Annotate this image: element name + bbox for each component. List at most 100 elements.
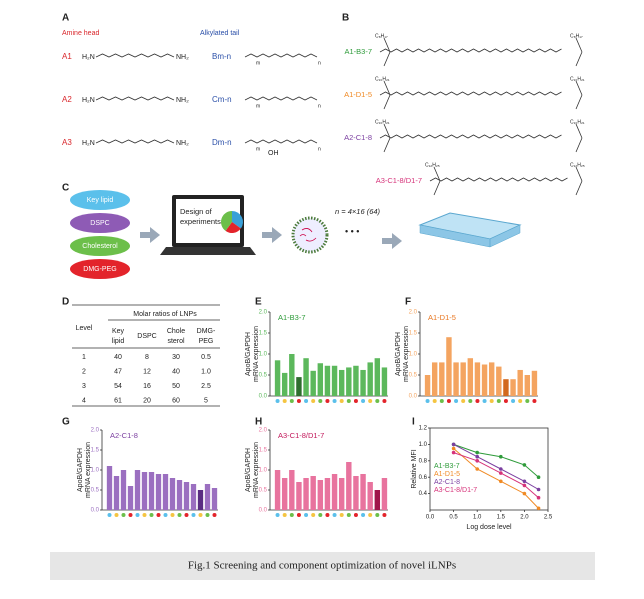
caption: Fig.1 Screening and component optimizati… [188, 560, 456, 572]
lipid-label: Cholesterol [82, 243, 118, 250]
column-header: lipid [112, 338, 125, 345]
level-dot [296, 513, 301, 517]
level-dot [361, 399, 366, 403]
pie-slice [225, 222, 241, 234]
bar [453, 362, 459, 396]
bar [289, 470, 295, 510]
level-dot [461, 399, 466, 403]
atom: H₂N [82, 97, 95, 104]
y-tick-label: 1.0 [409, 352, 418, 358]
bar [274, 470, 281, 510]
subscript: n [318, 146, 321, 152]
bar [431, 362, 438, 396]
bar [346, 462, 352, 510]
point [499, 479, 503, 484]
bar [439, 362, 445, 396]
level-dot [503, 399, 508, 403]
bar [310, 370, 316, 396]
y-tick-label: 0.0 [259, 508, 268, 514]
cell: 30 [172, 354, 180, 361]
point [536, 475, 541, 480]
bar [317, 480, 324, 510]
cell: 40 [172, 368, 180, 375]
level-dot [282, 399, 287, 403]
bar [296, 377, 302, 396]
panel-label: H [255, 417, 262, 428]
atom: NH₂ [176, 97, 189, 104]
design-label: Design of [180, 207, 213, 216]
bar [176, 480, 183, 510]
level-dot [368, 399, 373, 403]
bar [274, 360, 281, 396]
arrow [262, 227, 282, 243]
tail-name: Dm-n [212, 138, 232, 147]
bond [379, 91, 562, 96]
level-dot [212, 513, 217, 517]
bar [331, 365, 338, 396]
bar [331, 474, 338, 510]
caption-box [50, 552, 595, 580]
y-tick-label: 0.5 [409, 373, 418, 379]
bar [169, 478, 176, 510]
design-label: experiments [180, 217, 221, 226]
cell: 20 [143, 397, 151, 404]
level-dot [475, 399, 480, 403]
lipid-label: DMG-PEG [83, 266, 116, 273]
bar [303, 478, 309, 510]
bar [531, 370, 538, 396]
panel-label: D [62, 297, 69, 308]
panel-label: F [405, 297, 411, 308]
level-dot [375, 513, 380, 517]
lipid-ellipse [70, 213, 130, 233]
point [522, 479, 527, 484]
pie-slice [232, 211, 243, 229]
panel-label: A [62, 13, 69, 24]
level-dot [163, 513, 168, 517]
level-dot [107, 513, 112, 517]
bond [383, 123, 583, 153]
level-dot [496, 399, 501, 403]
cell: 12 [143, 368, 151, 375]
bar [127, 486, 134, 510]
level-dot [346, 399, 351, 403]
y-tick-label: 1.5 [259, 448, 268, 454]
bar [510, 379, 516, 396]
bar [517, 369, 523, 396]
bar [155, 474, 162, 510]
y-tick-label: 2.0 [91, 428, 100, 434]
level-dot [275, 513, 280, 517]
cell: 1 [82, 354, 86, 361]
column-header: PEG [199, 338, 214, 345]
bar [474, 362, 481, 396]
bar [310, 476, 316, 510]
bar [134, 470, 141, 510]
lipid-name: A1-D1-5 [344, 90, 372, 99]
level-dot [289, 513, 294, 517]
level-dot [311, 513, 316, 517]
y-tick-label: 0.5 [91, 488, 100, 494]
y-tick-label: 0.0 [409, 394, 418, 400]
level-dot [382, 399, 387, 403]
tail-name: Bm-n [212, 52, 231, 61]
cell: 61 [114, 397, 122, 404]
point [536, 487, 541, 492]
column-header: Key [112, 328, 125, 335]
lipid-ellipse [70, 190, 130, 210]
level-dot [184, 513, 189, 517]
bar [281, 478, 288, 510]
bar [197, 490, 204, 510]
level-dot [142, 513, 147, 517]
y-tick-label: 1.5 [409, 331, 418, 337]
lipid-name: A3-C1-8/D1-7 [376, 176, 422, 185]
bar [374, 490, 381, 510]
bar [496, 366, 502, 396]
point [475, 459, 480, 463]
y-tick-label: 2.0 [259, 428, 268, 434]
bar [353, 476, 359, 510]
bar [488, 362, 495, 396]
cell: 60 [172, 397, 180, 404]
y-axis-label: ApoB/GAPDH [245, 332, 252, 376]
group: C₁₂H₂₅ [570, 162, 585, 168]
group: C₁₀H₂₁ [375, 76, 390, 82]
y-axis-label: mRNA expression [253, 442, 260, 498]
